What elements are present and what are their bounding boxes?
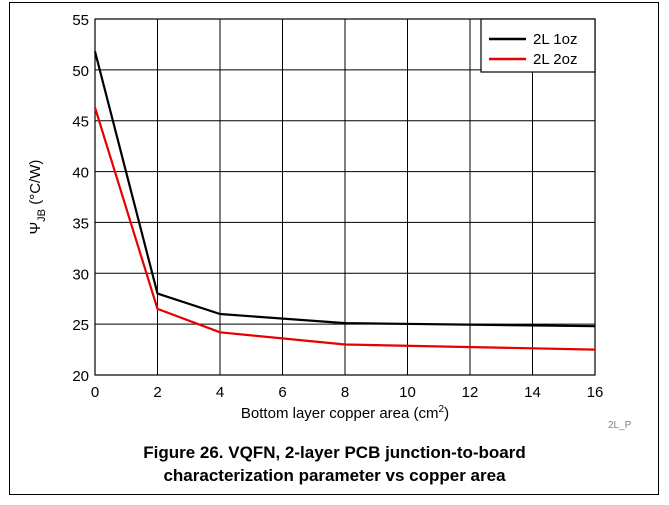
reference-code: 2L_P (608, 420, 632, 431)
legend-label-1: 2L 1oz (533, 31, 577, 48)
caption-line-1: Figure 26. VQFN, 2-layer PCB junction-to… (143, 443, 526, 462)
x-axis-label: Bottom layer copper area (cm2) (241, 404, 449, 422)
series-line-1 (93, 51, 596, 328)
figure-caption: Figure 26. VQFN, 2-layer PCB junction-to… (0, 441, 669, 487)
y-tick-label: 30 (72, 266, 89, 283)
y-tick-label: 45 (72, 114, 89, 131)
plot-area-border (94, 18, 596, 376)
x-tick-label: 4 (216, 384, 224, 401)
y-axis-ticks: 20 25 30 35 40 45 50 55 (72, 12, 89, 385)
y-tick-label: 20 (72, 368, 89, 385)
caption-line-2: characterization parameter vs copper are… (163, 466, 506, 485)
x-tick-label: 10 (399, 384, 416, 401)
x-tick-label: 0 (91, 384, 99, 401)
legend-label-2: 2L 2oz (533, 51, 577, 68)
x-tick-label: 2 (153, 384, 161, 401)
series-line-2 (93, 107, 596, 351)
series-layer (93, 51, 596, 351)
x-tick-label: 8 (341, 384, 349, 401)
legend-box (480, 18, 596, 73)
y-tick-label: 35 (72, 215, 89, 232)
y-tick-label: 40 (72, 165, 89, 182)
legend: 2L 1oz 2L 2oz (480, 18, 596, 73)
line-chart: 0 2 4 6 8 10 12 14 16 20 25 30 35 40 45 50 55 Bottom la… (27, 12, 632, 431)
x-tick-label: 14 (524, 384, 541, 401)
y-axis-label: ΨJB (°C/W) (27, 160, 48, 235)
y-tick-label: 50 (72, 63, 89, 80)
x-tick-label: 12 (462, 384, 479, 401)
x-tick-label: 16 (587, 384, 604, 401)
x-tick-label: 6 (278, 384, 286, 401)
x-axis-ticks: 0 2 4 6 8 10 12 14 16 (91, 384, 604, 401)
y-tick-label: 25 (72, 317, 89, 334)
y-tick-label: 55 (72, 12, 89, 29)
figure-frame (9, 2, 659, 495)
